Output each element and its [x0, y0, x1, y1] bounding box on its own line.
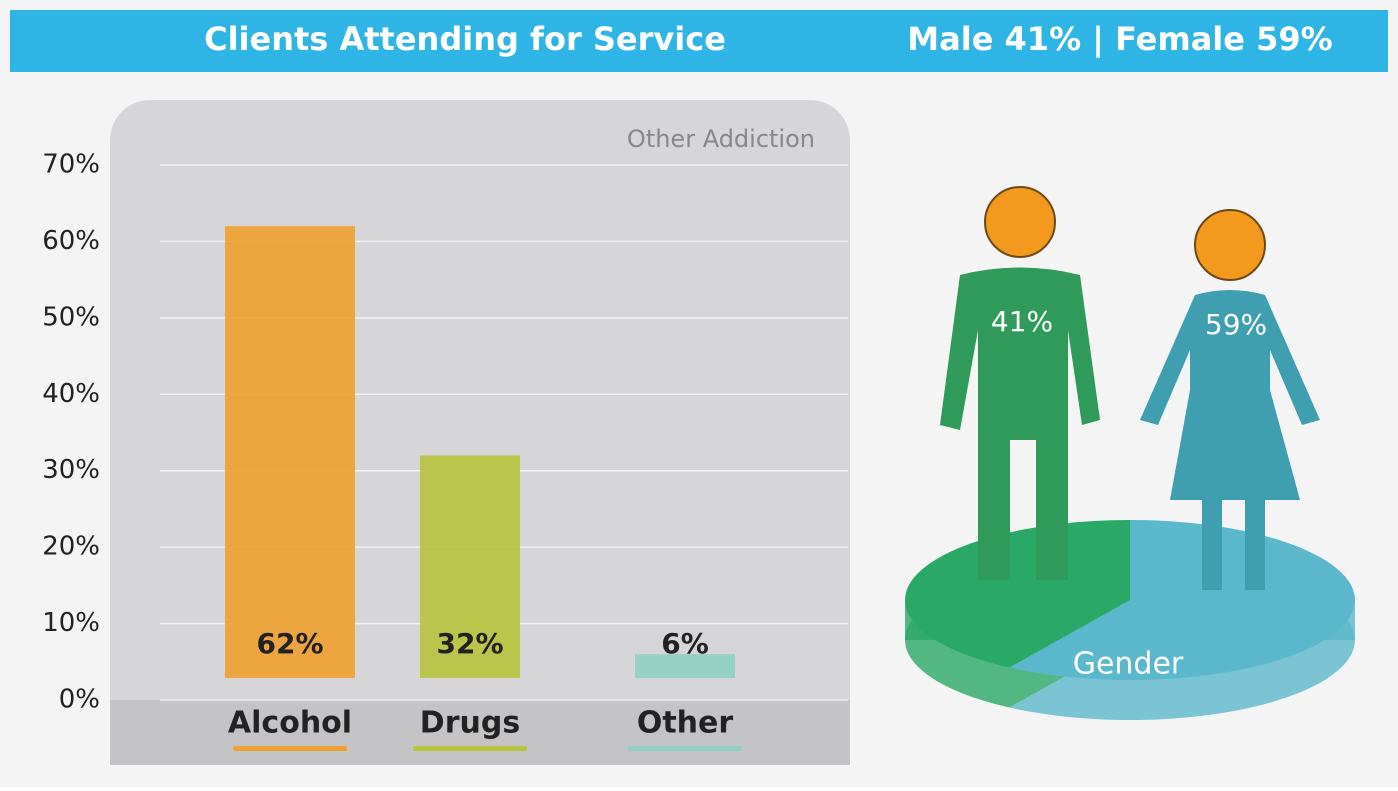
female-figure: [1140, 209, 1320, 590]
y-tick-label: 20%: [42, 532, 100, 562]
bar: [225, 226, 355, 678]
pie-slice: [1009, 520, 1355, 680]
female-value-label: 59%: [1205, 308, 1267, 341]
header-bar: [10, 10, 1388, 72]
bar: [420, 455, 520, 678]
x-tick-label: Other: [637, 706, 734, 741]
bar-value-label: 32%: [436, 627, 503, 660]
category-underline: [233, 746, 347, 751]
x-tick-label: Alcohol: [228, 706, 352, 741]
pie-slice: [904, 520, 1130, 668]
y-tick-label: 0%: [59, 685, 100, 715]
bar-value-label: 6%: [661, 627, 709, 660]
pie-title: Gender: [1073, 647, 1184, 682]
bar: [635, 654, 735, 678]
female-head: [1194, 209, 1266, 281]
male-value-label: 41%: [991, 305, 1053, 338]
female-body: [1140, 290, 1320, 590]
y-tick-label: 40%: [42, 379, 100, 409]
chart-floor: [110, 700, 850, 765]
y-tick-label: 60%: [42, 226, 100, 256]
header-title: Clients Attending for Service: [204, 20, 726, 58]
bar-chart: 0% 10% 20% 30% 40% 50% 60% 70% 62% Alcohol 32% Drug…: [42, 150, 848, 751]
y-tick-label: 70%: [42, 150, 100, 180]
bar-value-label: 62%: [256, 627, 323, 660]
category-underline: [628, 746, 742, 751]
y-tick-label: 50%: [42, 302, 100, 332]
male-figure: [940, 186, 1100, 580]
y-tick-label: 10%: [42, 608, 100, 638]
male-head: [984, 186, 1056, 258]
category-underline: [413, 746, 527, 751]
male-body: [940, 267, 1100, 580]
pie-chart: [904, 520, 1355, 720]
chart-title: Other Addiction: [627, 125, 815, 153]
y-tick-label: 30%: [42, 455, 100, 485]
header-summary: Male 41% | Female 59%: [907, 20, 1332, 59]
x-tick-label: Drugs: [420, 706, 520, 741]
